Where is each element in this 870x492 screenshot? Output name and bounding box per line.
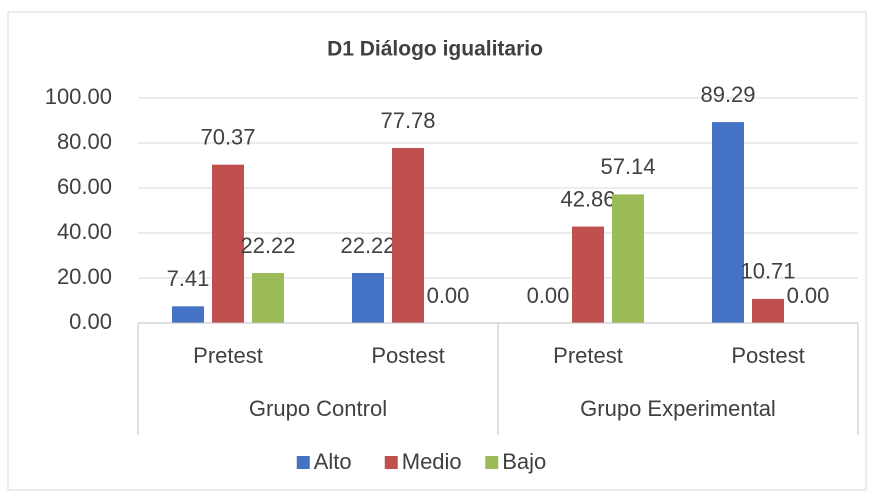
chart-title: D1 Diálogo igualitario [327, 38, 543, 61]
data-label: 10.71 [740, 259, 795, 284]
legend-label: Alto [314, 449, 352, 474]
data-label: 89.29 [700, 82, 755, 107]
legend-label: Medio [402, 449, 462, 474]
bar [172, 306, 204, 323]
data-label: 77.78 [380, 108, 435, 133]
bar [352, 273, 384, 323]
y-tick-label: 0.00 [69, 309, 112, 334]
data-label: 0.00 [427, 283, 470, 308]
legend-swatch [296, 456, 310, 469]
data-label: 0.00 [527, 283, 570, 308]
y-tick-label: 100.00 [45, 84, 112, 109]
x-tick-label: Postest [371, 343, 444, 368]
y-tick-label: 20.00 [57, 264, 112, 289]
x-tick-label: Postest [731, 343, 804, 368]
bar [752, 298, 784, 323]
bar [572, 226, 604, 323]
y-tick-label: 40.00 [57, 219, 112, 244]
group-label: Grupo Experimental [580, 396, 776, 421]
data-label: 22.22 [240, 233, 295, 258]
data-label: 70.37 [200, 124, 255, 149]
data-label: 22.22 [340, 233, 395, 258]
y-tick-label: 80.00 [57, 129, 112, 154]
x-tick-label: Pretest [553, 343, 623, 368]
x-tick-label: Pretest [193, 343, 263, 368]
bar [212, 164, 244, 323]
data-label: 0.00 [787, 283, 830, 308]
data-label: 7.41 [167, 266, 210, 291]
legend-label: Bajo [502, 449, 546, 474]
y-tick-label: 60.00 [57, 174, 112, 199]
legend-swatch [485, 456, 499, 469]
bar [612, 194, 644, 323]
legend-swatch [384, 456, 398, 469]
bar [252, 273, 284, 323]
bar [712, 122, 744, 323]
bar [392, 147, 424, 323]
data-label: 42.86 [560, 186, 615, 211]
group-label: Grupo Control [249, 396, 387, 421]
data-label: 57.14 [600, 154, 655, 179]
